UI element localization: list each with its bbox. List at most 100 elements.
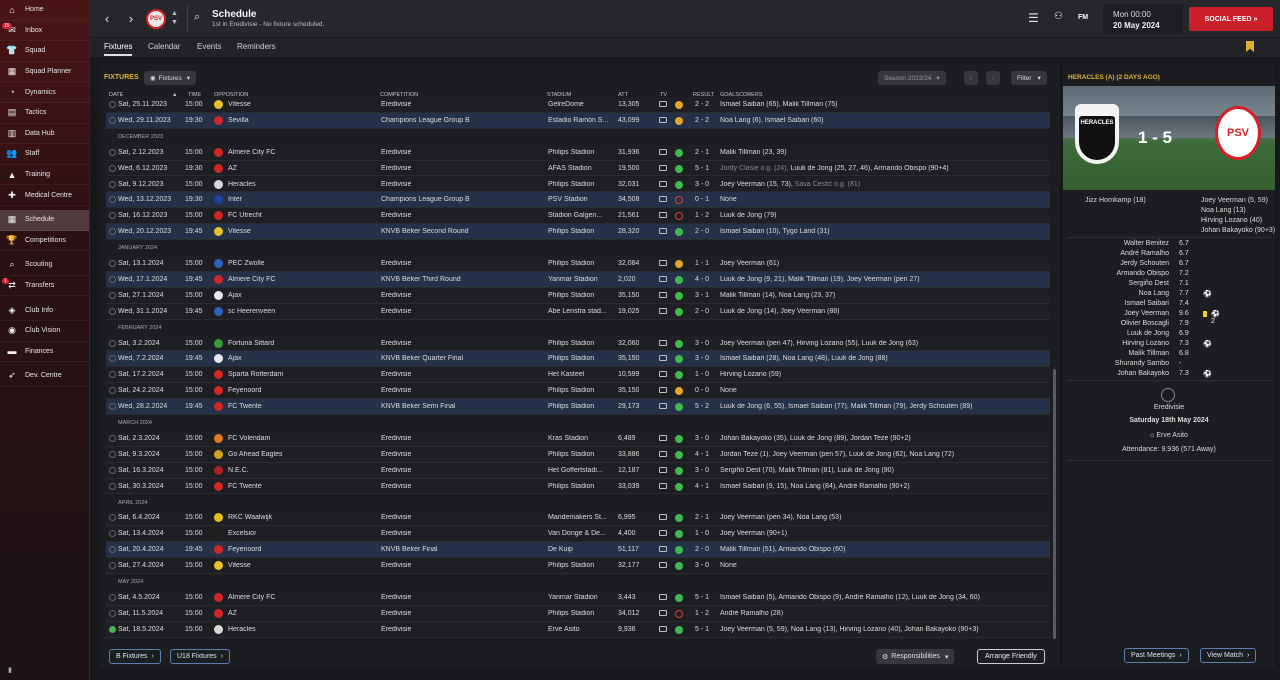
sidebar-item-schedule[interactable]: ▦ Schedule bbox=[0, 209, 89, 231]
col-competition[interactable]: COMPETITION bbox=[380, 92, 419, 98]
opposition-name[interactable]: Go Ahead Eagles bbox=[228, 450, 283, 458]
table-row[interactable]: Wed, 17.1.2024 19:45 Almere City FC KNVB Be… bbox=[106, 271, 1050, 288]
player-rating-row[interactable]: Jerdy Schouten 6.7 bbox=[1073, 260, 1223, 270]
view-match-button[interactable]: View Match › bbox=[1200, 648, 1257, 663]
result-score[interactable]: 0 - 0 bbox=[695, 387, 710, 395]
col-time[interactable]: TIME bbox=[188, 92, 202, 98]
table-row[interactable]: Sat, 9.3.2024 15:00 Go Ahead Eagles Eredivi… bbox=[106, 446, 1050, 463]
col-att[interactable]: ATT bbox=[618, 92, 628, 98]
sidebar-item-squad[interactable]: 👕 Squad bbox=[0, 41, 89, 62]
sidebar-item-staff[interactable]: 👥 Staff bbox=[0, 144, 89, 165]
player-rating-row[interactable]: Armando Obispo 7.2 bbox=[1073, 270, 1223, 280]
col-result[interactable]: RESULT bbox=[693, 92, 715, 98]
competition-name[interactable]: Eredivisie bbox=[381, 307, 412, 315]
club-crest-icon[interactable]: PSV bbox=[146, 9, 166, 29]
opposition-name[interactable]: RKC Waalwijk bbox=[228, 514, 273, 522]
season-next-button[interactable]: › bbox=[986, 71, 1001, 85]
date-box[interactable] bbox=[1103, 4, 1183, 34]
result-score[interactable]: 4 - 1 bbox=[695, 450, 710, 458]
social-feed-button[interactable]: SOCIAL FEED » bbox=[1189, 7, 1273, 31]
result-score[interactable]: 1 - 2 bbox=[695, 609, 710, 617]
player-rating-row[interactable]: Malik Tillman 6.8 bbox=[1073, 350, 1223, 360]
match-image[interactable]: HERACLES 1 - 5 PSV bbox=[1063, 86, 1275, 190]
table-row[interactable]: Sat, 11.5.2024 15:00 AZ Eredivisie Philips S… bbox=[106, 605, 1050, 622]
sidebar-footer-icon[interactable]: ▮ bbox=[8, 667, 12, 674]
col-tv[interactable]: TV bbox=[660, 92, 668, 98]
opposition-name[interactable]: Fortuna Sittard bbox=[228, 339, 275, 347]
result-score[interactable]: 4 - 1 bbox=[695, 482, 710, 490]
competition-name[interactable]: KNVB Beker Quarter Final bbox=[381, 355, 464, 363]
opposition-name[interactable]: Ajax bbox=[228, 291, 242, 299]
opposition-name[interactable]: Almere City FC bbox=[228, 593, 276, 601]
table-row[interactable]: Sat, 16.12.2023 15:00 FC Utrecht Eredivisie… bbox=[106, 208, 1050, 225]
table-row[interactable]: Sat, 3.2.2024 15:00 Fortuna Sittard Eredivi… bbox=[106, 335, 1050, 352]
responsibilities-dropdown[interactable]: ⚙ Responsibilities ▾ bbox=[876, 649, 955, 664]
season-dropdown[interactable]: Season 2023/24 ▾ bbox=[878, 71, 946, 85]
result-score[interactable]: 4 - 0 bbox=[695, 275, 710, 283]
opposition-name[interactable]: Heracles bbox=[228, 180, 256, 188]
result-score[interactable]: 1 - 2 bbox=[695, 212, 710, 220]
result-score[interactable]: 2 - 1 bbox=[695, 514, 710, 522]
sidebar-item-home[interactable]: ⌂ Home bbox=[0, 0, 89, 21]
result-score[interactable]: 5 - 2 bbox=[695, 403, 710, 411]
table-row[interactable]: Sat, 20.4.2024 19:45 Feyenoord KNVB Beker F… bbox=[106, 542, 1050, 559]
competition-name[interactable]: Eredivisie bbox=[381, 434, 412, 442]
opposition-name[interactable]: Almere City FC bbox=[228, 275, 276, 283]
player-rating-row[interactable]: Shurandy Sambo - bbox=[1073, 360, 1223, 370]
player-rating-row[interactable]: André Ramalho 6.7 bbox=[1073, 250, 1223, 260]
opposition-name[interactable]: sc Heerenveen bbox=[228, 307, 276, 315]
result-score[interactable]: 3 - 0 bbox=[695, 180, 710, 188]
sidebar-item-competitions[interactable]: 🏆 Competitions bbox=[0, 231, 89, 252]
opposition-name[interactable]: Almere City FC bbox=[228, 148, 276, 156]
competition-name[interactable]: Eredivisie bbox=[381, 450, 412, 458]
result-score[interactable]: 1 - 0 bbox=[695, 530, 710, 538]
col-date[interactable]: DATE bbox=[109, 92, 124, 98]
opposition-name[interactable]: PEC Zwolle bbox=[228, 260, 265, 267]
table-row[interactable]: Sat, 6.4.2024 15:00 RKC Waalwijk Eredivisie… bbox=[106, 510, 1050, 527]
table-row[interactable]: Sat, 2.3.2024 15:00 FC Volendam Eredivisie K… bbox=[106, 430, 1050, 447]
player-rating-row[interactable]: Olivier Boscagli 7.9 bbox=[1073, 320, 1223, 330]
player-rating-row[interactable]: Sergiño Dest 7.1 bbox=[1073, 280, 1223, 290]
b-fixtures-button[interactable]: B Fixtures › bbox=[109, 649, 161, 664]
competition-name[interactable]: Eredivisie bbox=[381, 164, 412, 172]
search-icon[interactable]: ⌕ bbox=[194, 11, 201, 23]
sidebar-item-scouting[interactable]: ⌕ Scouting bbox=[0, 255, 89, 276]
competition-name[interactable]: KNVB Beker Second Round bbox=[381, 228, 469, 236]
result-score[interactable]: 5 - 1 bbox=[695, 625, 710, 633]
opposition-name[interactable]: Feyenoord bbox=[228, 387, 262, 395]
filter-button[interactable]: Filter ▾ bbox=[1011, 71, 1047, 85]
opposition-name[interactable]: AZ bbox=[228, 609, 237, 617]
u18-fixtures-button[interactable]: U18 Fixtures › bbox=[170, 649, 231, 664]
tab-calendar[interactable]: Calendar bbox=[148, 42, 181, 51]
player-rating-row[interactable]: Walter Benitez 6.7 bbox=[1073, 240, 1223, 250]
player-rating-row[interactable]: Luuk de Jong 6.9 bbox=[1073, 330, 1223, 340]
competition-name[interactable]: Eredivisie bbox=[381, 625, 412, 633]
opposition-name[interactable]: AZ bbox=[228, 164, 237, 172]
result-score[interactable]: 3 - 0 bbox=[695, 339, 710, 347]
opposition-name[interactable]: FC Utrecht bbox=[228, 212, 262, 220]
sidebar-item-finances[interactable]: ▬ Finances bbox=[0, 342, 89, 363]
competition-name[interactable]: KNVB Beker Semi Final bbox=[381, 403, 456, 411]
competition-name[interactable]: Eredivisie bbox=[381, 609, 412, 617]
competition-name[interactable]: Champions League Group B bbox=[381, 116, 470, 124]
table-row[interactable]: Sat, 25.11.2023 15:00 Vitesse Eredivisie Gel… bbox=[106, 97, 1050, 113]
col-stadium[interactable]: STADIUM bbox=[547, 92, 572, 98]
manager-icon[interactable]: ⚇ bbox=[1054, 11, 1063, 22]
result-score[interactable]: 5 - 1 bbox=[695, 164, 710, 172]
table-row[interactable]: Wed, 20.12.2023 19:45 Vitesse KNVB Beker Se… bbox=[106, 224, 1050, 241]
tab-reminders[interactable]: Reminders bbox=[237, 42, 276, 51]
player-rating-row[interactable]: Johan Bakayoko 7.3 ⚽ bbox=[1073, 370, 1223, 380]
table-row[interactable]: Wed, 6.12.2023 19:30 AZ Eredivisie AFAS Stad… bbox=[106, 160, 1050, 177]
bookmark-icon[interactable] bbox=[1246, 41, 1254, 52]
competition-name[interactable]: Eredivisie bbox=[381, 562, 412, 570]
fixtures-scrollbar[interactable] bbox=[1053, 369, 1056, 639]
opposition-name[interactable]: FC Twente bbox=[228, 482, 262, 490]
arrange-friendly-button[interactable]: Arrange Friendly bbox=[977, 649, 1045, 664]
menu-icon[interactable]: ☰ bbox=[1028, 11, 1039, 25]
sidebar-item-inbox[interactable]: ✉ 15 Inbox bbox=[0, 21, 89, 42]
player-rating-row[interactable]: Joey Veerman 9.6 ⚽ 2 bbox=[1073, 310, 1223, 325]
result-score[interactable]: 3 - 0 bbox=[695, 434, 710, 442]
club-switcher-icon[interactable]: ▲ ▼ bbox=[171, 10, 178, 26]
competition-name[interactable]: Eredivisie bbox=[381, 371, 412, 379]
sidebar-item-transfers[interactable]: ⇄ 1 Transfers bbox=[0, 276, 89, 297]
